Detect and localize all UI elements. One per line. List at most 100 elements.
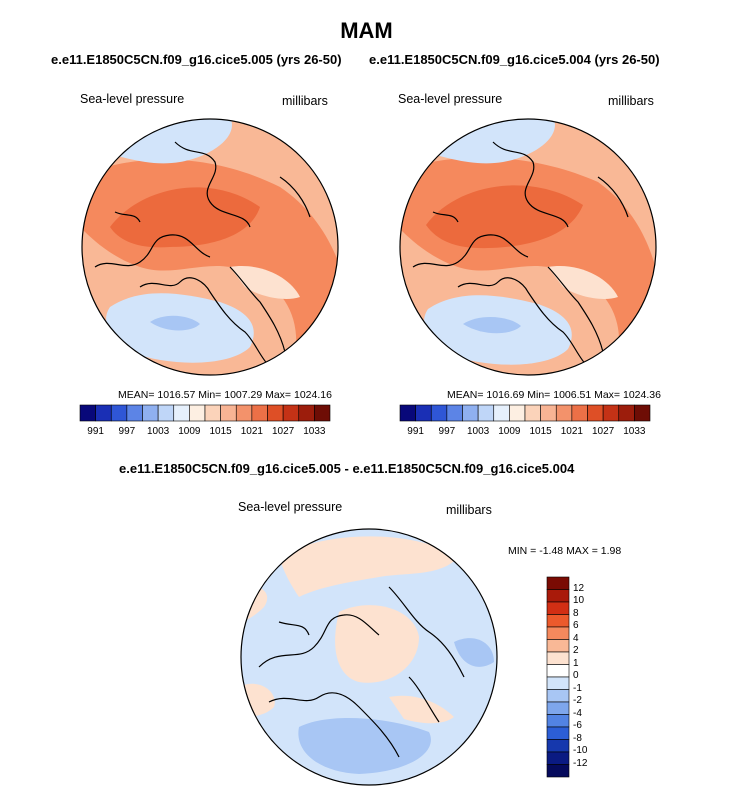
colorbar-swatch bbox=[126, 404, 143, 422]
coastlines bbox=[94, 141, 311, 368]
colorbar-swatch bbox=[110, 404, 128, 422]
colorbar-swatch bbox=[267, 404, 284, 422]
coastlines bbox=[412, 141, 629, 368]
colorbar-swatch bbox=[446, 404, 463, 422]
colorbar-swatch bbox=[509, 404, 526, 422]
colorbar-swatch bbox=[587, 404, 604, 422]
diff-variable-label: Sea-level pressure bbox=[238, 500, 343, 514]
colorbar-tick-label: 1033 bbox=[623, 426, 646, 437]
colorbar-tick-label: 997 bbox=[438, 426, 456, 437]
colorbar-swatch bbox=[546, 714, 570, 728]
diff-units-label: millibars bbox=[446, 503, 492, 517]
colorbar-swatch bbox=[220, 404, 237, 422]
neutral-region bbox=[230, 266, 300, 299]
colorbar-swatch bbox=[546, 701, 570, 715]
colorbar-tick-label: 1021 bbox=[240, 426, 263, 437]
colorbar-tick-label: 12 bbox=[573, 582, 585, 594]
colorbar-swatch bbox=[571, 404, 588, 422]
colorbar-swatch bbox=[204, 404, 221, 422]
colorbar-swatch bbox=[546, 739, 570, 753]
colorbar-swatch bbox=[430, 404, 448, 422]
colorbar-tick-label: 1033 bbox=[303, 426, 326, 437]
colorbar-swatch bbox=[95, 404, 112, 422]
colorbar-tick-label: 1015 bbox=[529, 426, 552, 437]
diff-colorbar bbox=[546, 576, 570, 778]
low-pressure-core bbox=[150, 315, 200, 331]
colorbar-swatch bbox=[546, 676, 570, 690]
colorbar-tick-label: 1021 bbox=[560, 426, 583, 437]
panel-2-units-label: millibars bbox=[608, 94, 654, 108]
colorbar-tick-label: -8 bbox=[573, 732, 582, 744]
colorbar-tick-label: 1003 bbox=[147, 426, 170, 437]
colorbar-swatch bbox=[314, 404, 331, 422]
negative-core-south bbox=[298, 717, 431, 774]
high-pressure-core bbox=[426, 185, 583, 249]
colorbar-tick-label: -2 bbox=[573, 695, 582, 706]
low-pressure-core bbox=[463, 317, 521, 334]
colorbar-tick-label: 1027 bbox=[592, 426, 615, 437]
colorbar-tick-label: 991 bbox=[87, 426, 104, 437]
colorbar-swatch bbox=[298, 404, 315, 422]
panel-2-stats: MEAN= 1016.69 Min= 1006.51 Max= 1024.36 bbox=[447, 389, 661, 401]
colorbar-tick-label: 1003 bbox=[467, 426, 490, 437]
colorbar-swatch bbox=[189, 404, 206, 422]
colorbar-swatch bbox=[493, 404, 510, 422]
colorbar-swatch bbox=[546, 614, 570, 628]
panel-1-stats: MEAN= 1016.57 Min= 1007.29 Max= 1024.16 bbox=[118, 389, 332, 401]
colorbar-swatch bbox=[251, 404, 268, 422]
coastlines bbox=[258, 586, 465, 758]
diff-colorbar-ticks: 12 10 8 6 4 2 1 0 -1 -2 -4 -6 -8 -10 -12 bbox=[573, 577, 613, 777]
panel-2-polar-map bbox=[399, 118, 657, 376]
colorbar-swatch bbox=[546, 639, 570, 653]
page-title: MAM bbox=[340, 18, 393, 43]
panel-1-variable-label: Sea-level pressure bbox=[80, 92, 185, 106]
colorbar-swatch bbox=[235, 404, 253, 422]
colorbar-swatch bbox=[546, 651, 570, 665]
positive-region-southwest bbox=[389, 695, 454, 724]
positive-region-north bbox=[279, 536, 459, 597]
panel-2-case-title: e.e11.E1850C5CN.f09_g16.cice5.004 (yrs 2… bbox=[369, 52, 660, 67]
colorbar-swatch bbox=[415, 404, 432, 422]
panel-1-colorbar-ticks: 991 997 1003 1009 1015 1021 1027 1033 bbox=[80, 426, 330, 440]
colorbar-tick-label: 8 bbox=[573, 607, 579, 619]
colorbar-tick-label: -1 bbox=[573, 682, 582, 694]
panel-1-units-label: millibars bbox=[282, 94, 328, 108]
panel-1-colorbar bbox=[79, 404, 331, 422]
colorbar-swatch bbox=[546, 751, 570, 765]
colorbar-swatch bbox=[524, 404, 541, 422]
colorbar-swatch bbox=[555, 404, 573, 422]
colorbar-swatch bbox=[546, 726, 570, 740]
colorbar-swatch bbox=[618, 404, 635, 422]
colorbar-swatch bbox=[546, 764, 570, 778]
colorbar-swatch bbox=[602, 404, 620, 422]
colorbar-tick-label: -6 bbox=[573, 720, 582, 731]
colorbar-swatch bbox=[540, 404, 557, 422]
colorbar-swatch bbox=[173, 404, 190, 422]
diff-title: e.e11.E1850C5CN.f09_g16.cice5.005 - e.e1… bbox=[119, 461, 575, 476]
colorbar-swatch bbox=[634, 404, 651, 422]
colorbar-swatch bbox=[462, 404, 479, 422]
colorbar-tick-label: 6 bbox=[573, 620, 579, 631]
colorbar-tick-label: 1009 bbox=[498, 426, 521, 437]
colorbar-tick-label: 10 bbox=[573, 595, 585, 606]
colorbar-swatch bbox=[477, 404, 495, 422]
colorbar-swatch bbox=[546, 589, 570, 603]
colorbar-tick-label: 1027 bbox=[272, 426, 295, 437]
negative-patch-east bbox=[454, 638, 494, 667]
colorbar-tick-label: -12 bbox=[573, 757, 588, 769]
colorbar-swatch bbox=[546, 576, 570, 590]
panel-1-case-title: e.e11.E1850C5CN.f09_g16.cice5.005 (yrs 2… bbox=[51, 52, 342, 67]
colorbar-tick-label: 1 bbox=[573, 657, 579, 669]
panel-2-variable-label: Sea-level pressure bbox=[398, 92, 503, 106]
colorbar-swatch bbox=[546, 664, 570, 678]
colorbar-tick-label: 1009 bbox=[178, 426, 201, 437]
colorbar-swatch bbox=[157, 404, 175, 422]
colorbar-tick-label: 991 bbox=[407, 426, 424, 437]
colorbar-swatch bbox=[399, 404, 416, 422]
panel-1-polar-map bbox=[81, 118, 339, 376]
colorbar-tick-label: 4 bbox=[573, 632, 579, 644]
diff-polar-map bbox=[240, 528, 498, 786]
neutral-region bbox=[548, 266, 618, 299]
colorbar-tick-label: 0 bbox=[573, 670, 579, 681]
positive-region-center bbox=[335, 605, 419, 683]
